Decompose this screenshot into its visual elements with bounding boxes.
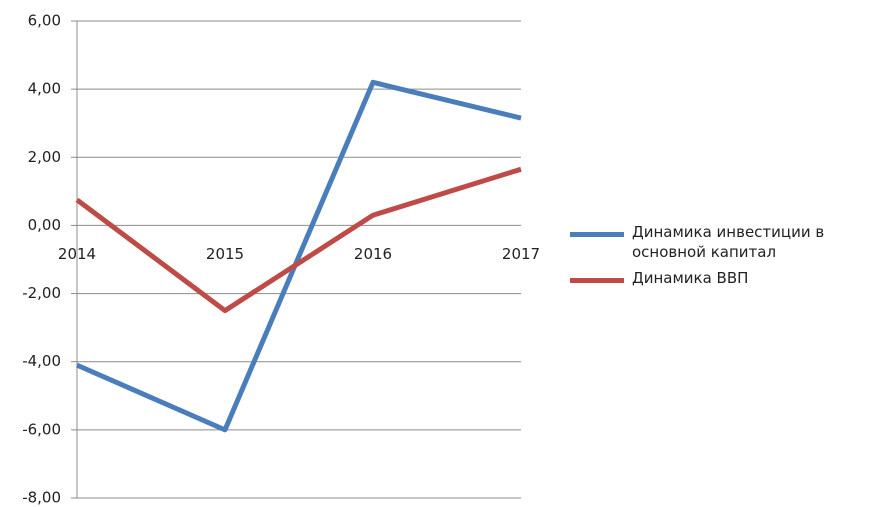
y-tick-label: -8,00 <box>22 489 61 507</box>
y-tick-label: 0,00 <box>28 216 61 234</box>
legend-item: Динамика инвестиции в основной капитал <box>570 222 870 262</box>
y-tick-label: -6,00 <box>22 420 61 438</box>
line-series <box>75 79 522 433</box>
y-tick-label: 6,00 <box>28 12 61 30</box>
legend-label: Динамика ВВП <box>632 269 749 287</box>
y-tick-label: -4,00 <box>22 352 61 370</box>
legend: Динамика инвестиции в основной капитал Ди… <box>570 222 870 294</box>
x-tick-label: 2015 <box>206 245 244 263</box>
legend-swatch <box>570 232 624 237</box>
x-tick-label: 2014 <box>58 245 96 263</box>
y-tick-label: 4,00 <box>28 80 61 98</box>
legend-swatch <box>570 278 624 283</box>
x-tick-label: 2016 <box>354 245 392 263</box>
legend-label: Динамика инвестиции в основной капитал <box>632 223 825 261</box>
line-series <box>75 166 522 314</box>
y-tick-label: -2,00 <box>22 284 61 302</box>
x-tick-label: 2017 <box>502 245 540 263</box>
y-tick-label: 2,00 <box>28 148 61 166</box>
legend-item: Динамика ВВП <box>570 268 870 288</box>
